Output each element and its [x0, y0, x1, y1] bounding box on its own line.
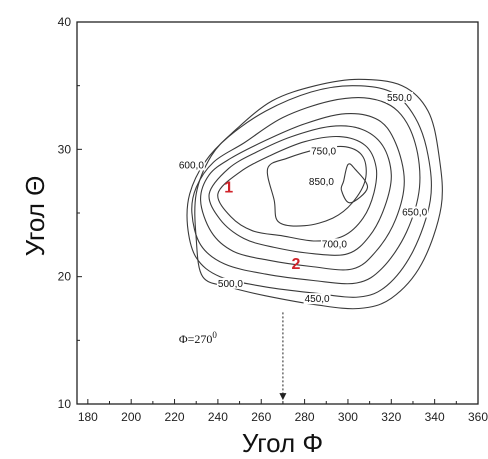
- contour-label-500: 500,0: [218, 279, 243, 290]
- contour-700: [217, 135, 378, 242]
- y-axis-title: Угол Θ: [20, 176, 50, 257]
- contour-label-550: 550,0: [387, 93, 412, 104]
- y-tick-label: 30: [58, 142, 72, 156]
- region-labels: 12: [224, 180, 300, 273]
- x-tick-label: 200: [121, 410, 141, 424]
- contour-label-bg: [303, 293, 331, 305]
- contour-500: [186, 85, 432, 298]
- contour-label-850: 850,0: [309, 177, 334, 188]
- contour-600: [200, 113, 405, 271]
- phi-arrow-head: [279, 393, 287, 401]
- x-tick-label: 180: [78, 410, 98, 424]
- x-axis-title: Угол Φ: [242, 428, 323, 458]
- x-tick-label: 360: [468, 410, 488, 424]
- phi-annotation: Φ=2700: [179, 330, 218, 346]
- contour-850: [340, 163, 369, 204]
- x-tick-label: 240: [208, 410, 228, 424]
- x-tick-label: 220: [165, 410, 185, 424]
- x-tick-label: 280: [295, 410, 315, 424]
- contour-label-bg: [401, 206, 429, 218]
- contour-label-bg: [310, 145, 338, 157]
- contour-label-700: 700,0: [322, 239, 347, 250]
- y-axis: 10 20 30 40: [58, 15, 82, 411]
- x-tick-label: 300: [338, 410, 358, 424]
- x-tick-label: 340: [425, 410, 445, 424]
- region-label-1: 1: [224, 180, 233, 197]
- x-tick-label: 260: [251, 410, 271, 424]
- contour-label-600: 600,0: [179, 160, 204, 171]
- contour-label-bg: [385, 91, 413, 103]
- contour-label-bg: [307, 175, 335, 187]
- contour-label-bg: [177, 159, 205, 171]
- y-tick-label: 10: [58, 397, 72, 411]
- contour-550: [191, 97, 421, 285]
- contour-label-650: 650,0: [402, 208, 427, 219]
- y-tick-label: 40: [58, 15, 72, 29]
- contour-level-labels: 450,0 500,0 550,0 600,0 650,0 700,0 750,0 850,0: [177, 91, 429, 305]
- contour-650: [208, 125, 392, 256]
- contour-label-bg: [320, 238, 348, 250]
- contour-450: [194, 78, 443, 310]
- contour-label-bg: [216, 277, 244, 289]
- x-axis: 180 200 220 240 260 280 300 320 340 360: [78, 399, 488, 424]
- contour-label-750: 750,0: [311, 146, 336, 157]
- region-label-2: 2: [291, 256, 300, 273]
- x-tick-label: 320: [381, 410, 401, 424]
- contour-label-450: 450,0: [305, 294, 330, 305]
- y-tick-label: 20: [58, 270, 72, 284]
